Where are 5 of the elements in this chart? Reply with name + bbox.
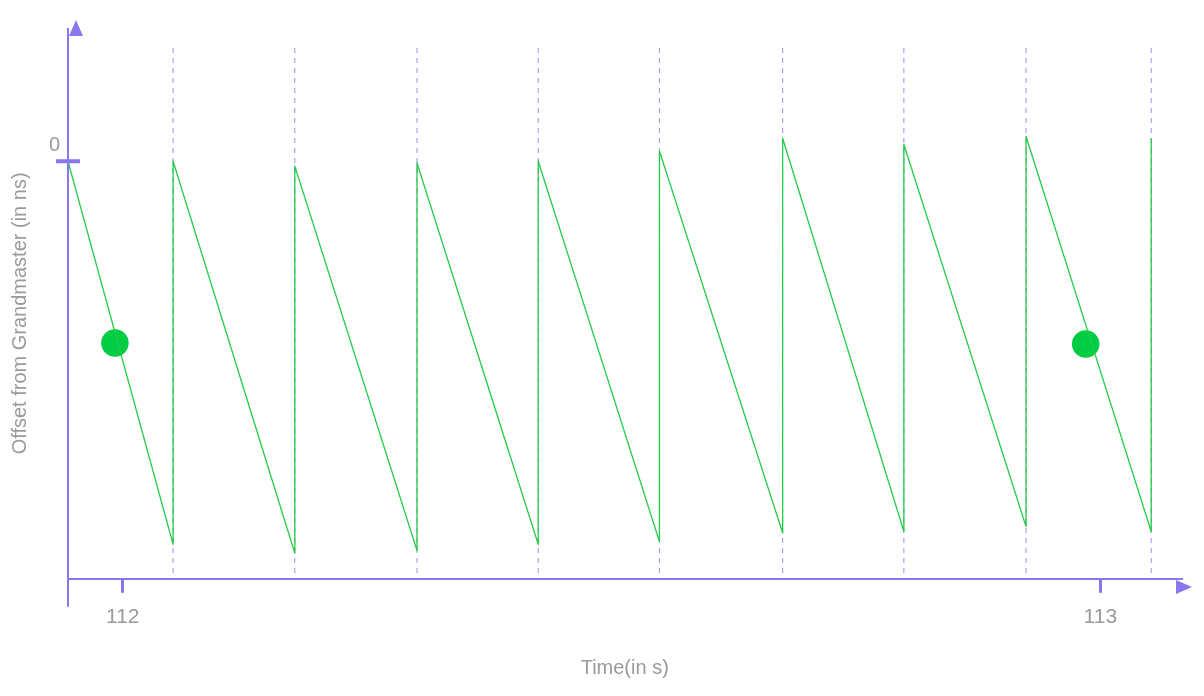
y-axis-title: Offset from Grandmaster (in ns)	[7, 172, 30, 455]
x-tick-label: 113	[1083, 604, 1118, 628]
x-tick-label: 112	[106, 604, 140, 628]
x-axis-title: Time(in s)	[580, 655, 669, 678]
text: 0	[48, 132, 60, 155]
